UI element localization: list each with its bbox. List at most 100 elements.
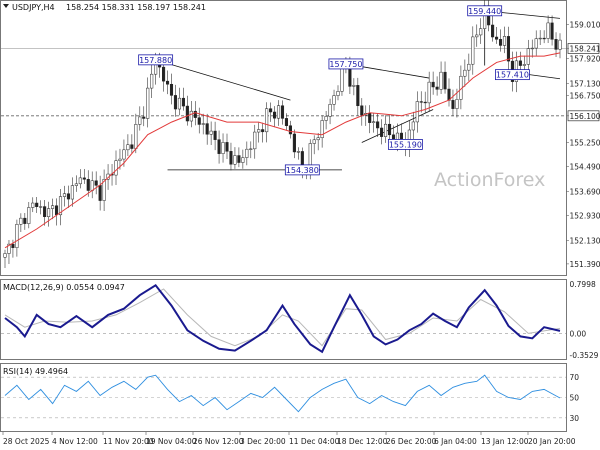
price-axis-label: 155.250 [570,139,600,148]
macd-signal-line [4,288,561,347]
candle-body-up [134,124,138,149]
candle-body-up [427,81,431,104]
candle-body-down [435,86,439,90]
candle-body-up [332,95,336,105]
candle-body-up [316,137,320,141]
candle-body-up [233,155,237,165]
candle-body-up [522,64,526,66]
price-axis-label: 156.100 [570,112,600,121]
candle-body-up [558,39,562,50]
candle-body-down [213,130,217,140]
candle-body-down [169,83,174,96]
candle-body-down [368,113,372,123]
time-axis-label: 26 Dec 20:00 [386,437,437,446]
price-panel-frame [0,0,567,276]
candle-body-down [237,155,241,163]
candle-body-up [62,193,67,197]
macd-label: MACD(12,26,9) 0.0554 0.0947 [3,283,125,292]
candle-body-up [58,196,63,216]
candle-body-up [201,123,205,125]
rsi-panel-frame [0,363,567,432]
ohlc-values: 158.254 158.331 158.197 158.241 [66,3,206,12]
candle-body-down [273,111,277,119]
candle-body-up [118,158,122,161]
macd-panel-frame [0,279,567,360]
time-axis-label: 19 Nov 04:00 [146,437,197,446]
candle-body-up [439,71,443,90]
candle-body-up [209,130,213,135]
symbol-label: USDJPY,H4 [12,3,55,12]
trendline-upper-left [155,59,291,101]
candle-body-up [177,97,181,110]
candle-body-down [98,185,102,201]
macd-axis-label: 0.7998 [570,280,596,289]
moving-average-layer [4,52,561,249]
price-axis-label: 157.130 [570,79,600,88]
candle-body-up [241,157,245,163]
macd-axis-label: 0.00 [570,329,587,338]
candle-body-up [114,160,118,176]
candle-body-up [3,253,7,258]
time-axis-label: 13 Jan 12:00 [481,437,529,446]
candle-body-down [506,36,511,62]
rsi-axis-label: 50 [570,394,580,403]
candle-body-down [94,180,98,186]
time-axis-label: 28 Oct 2025 [3,437,50,446]
candle-body-up [245,148,249,158]
candle-body-down [431,81,435,88]
candle-body-up [249,148,253,150]
time-axis-label: 11 Nov 20:00 [103,437,154,446]
annotation-box [387,139,423,150]
candle-body-up [384,123,388,137]
candle-body-down [387,123,392,136]
time-axis-label: 3 Dec 20:00 [240,437,286,446]
candle-body-down [229,151,233,165]
price-axis-label: 159.010 [570,20,600,29]
candle-body-down [288,125,292,135]
candle-body-up [352,85,356,87]
time-axis-label: 20 Jan 20:00 [528,437,576,446]
candle-body-up [70,185,74,200]
candle-body-down [269,108,273,113]
annotation-label: 157.750 [329,60,362,69]
candle-body-up [15,224,19,248]
candle-body-up [475,34,479,38]
macd-axis-label: -0.3529 [570,351,599,360]
candle-body-down [261,129,265,133]
candle-body-up [296,151,300,153]
price-axis-label: 153.690 [570,188,600,197]
candle-body-down [54,205,59,216]
annotation-box [328,58,364,70]
rsi-layer [4,374,561,413]
candle-body-up [320,120,324,138]
candle-body-down [205,123,209,135]
candle-body-down [518,60,522,66]
candle-body-down [451,100,455,109]
candle-body-up [471,36,475,65]
candle-body-down [495,36,499,40]
macd-line [4,283,561,354]
candles [3,0,562,268]
candle-body-down [11,243,15,248]
candle-body-up [122,149,126,160]
macd-layer [4,283,561,354]
price-axis-label: 156.750 [570,91,600,100]
annotation-box [138,54,174,66]
time-axis-label: 6 Jan 04:00 [434,437,477,446]
watermark: ActionForex [434,169,545,191]
candle-body-down [498,39,503,46]
candle-body-down [542,37,546,40]
candle-body-up [74,183,78,186]
candle-body-up [411,121,415,131]
candle-body-up [479,28,483,36]
candle-body-down [181,97,185,107]
candle-body-down [554,39,558,50]
candle-body-up [312,139,316,144]
annotation-label: 159.440 [468,7,501,16]
candle-body-down [193,110,197,118]
candle-body-down [217,139,221,154]
candle-body-down [280,105,285,119]
candle-body-up [138,116,142,125]
